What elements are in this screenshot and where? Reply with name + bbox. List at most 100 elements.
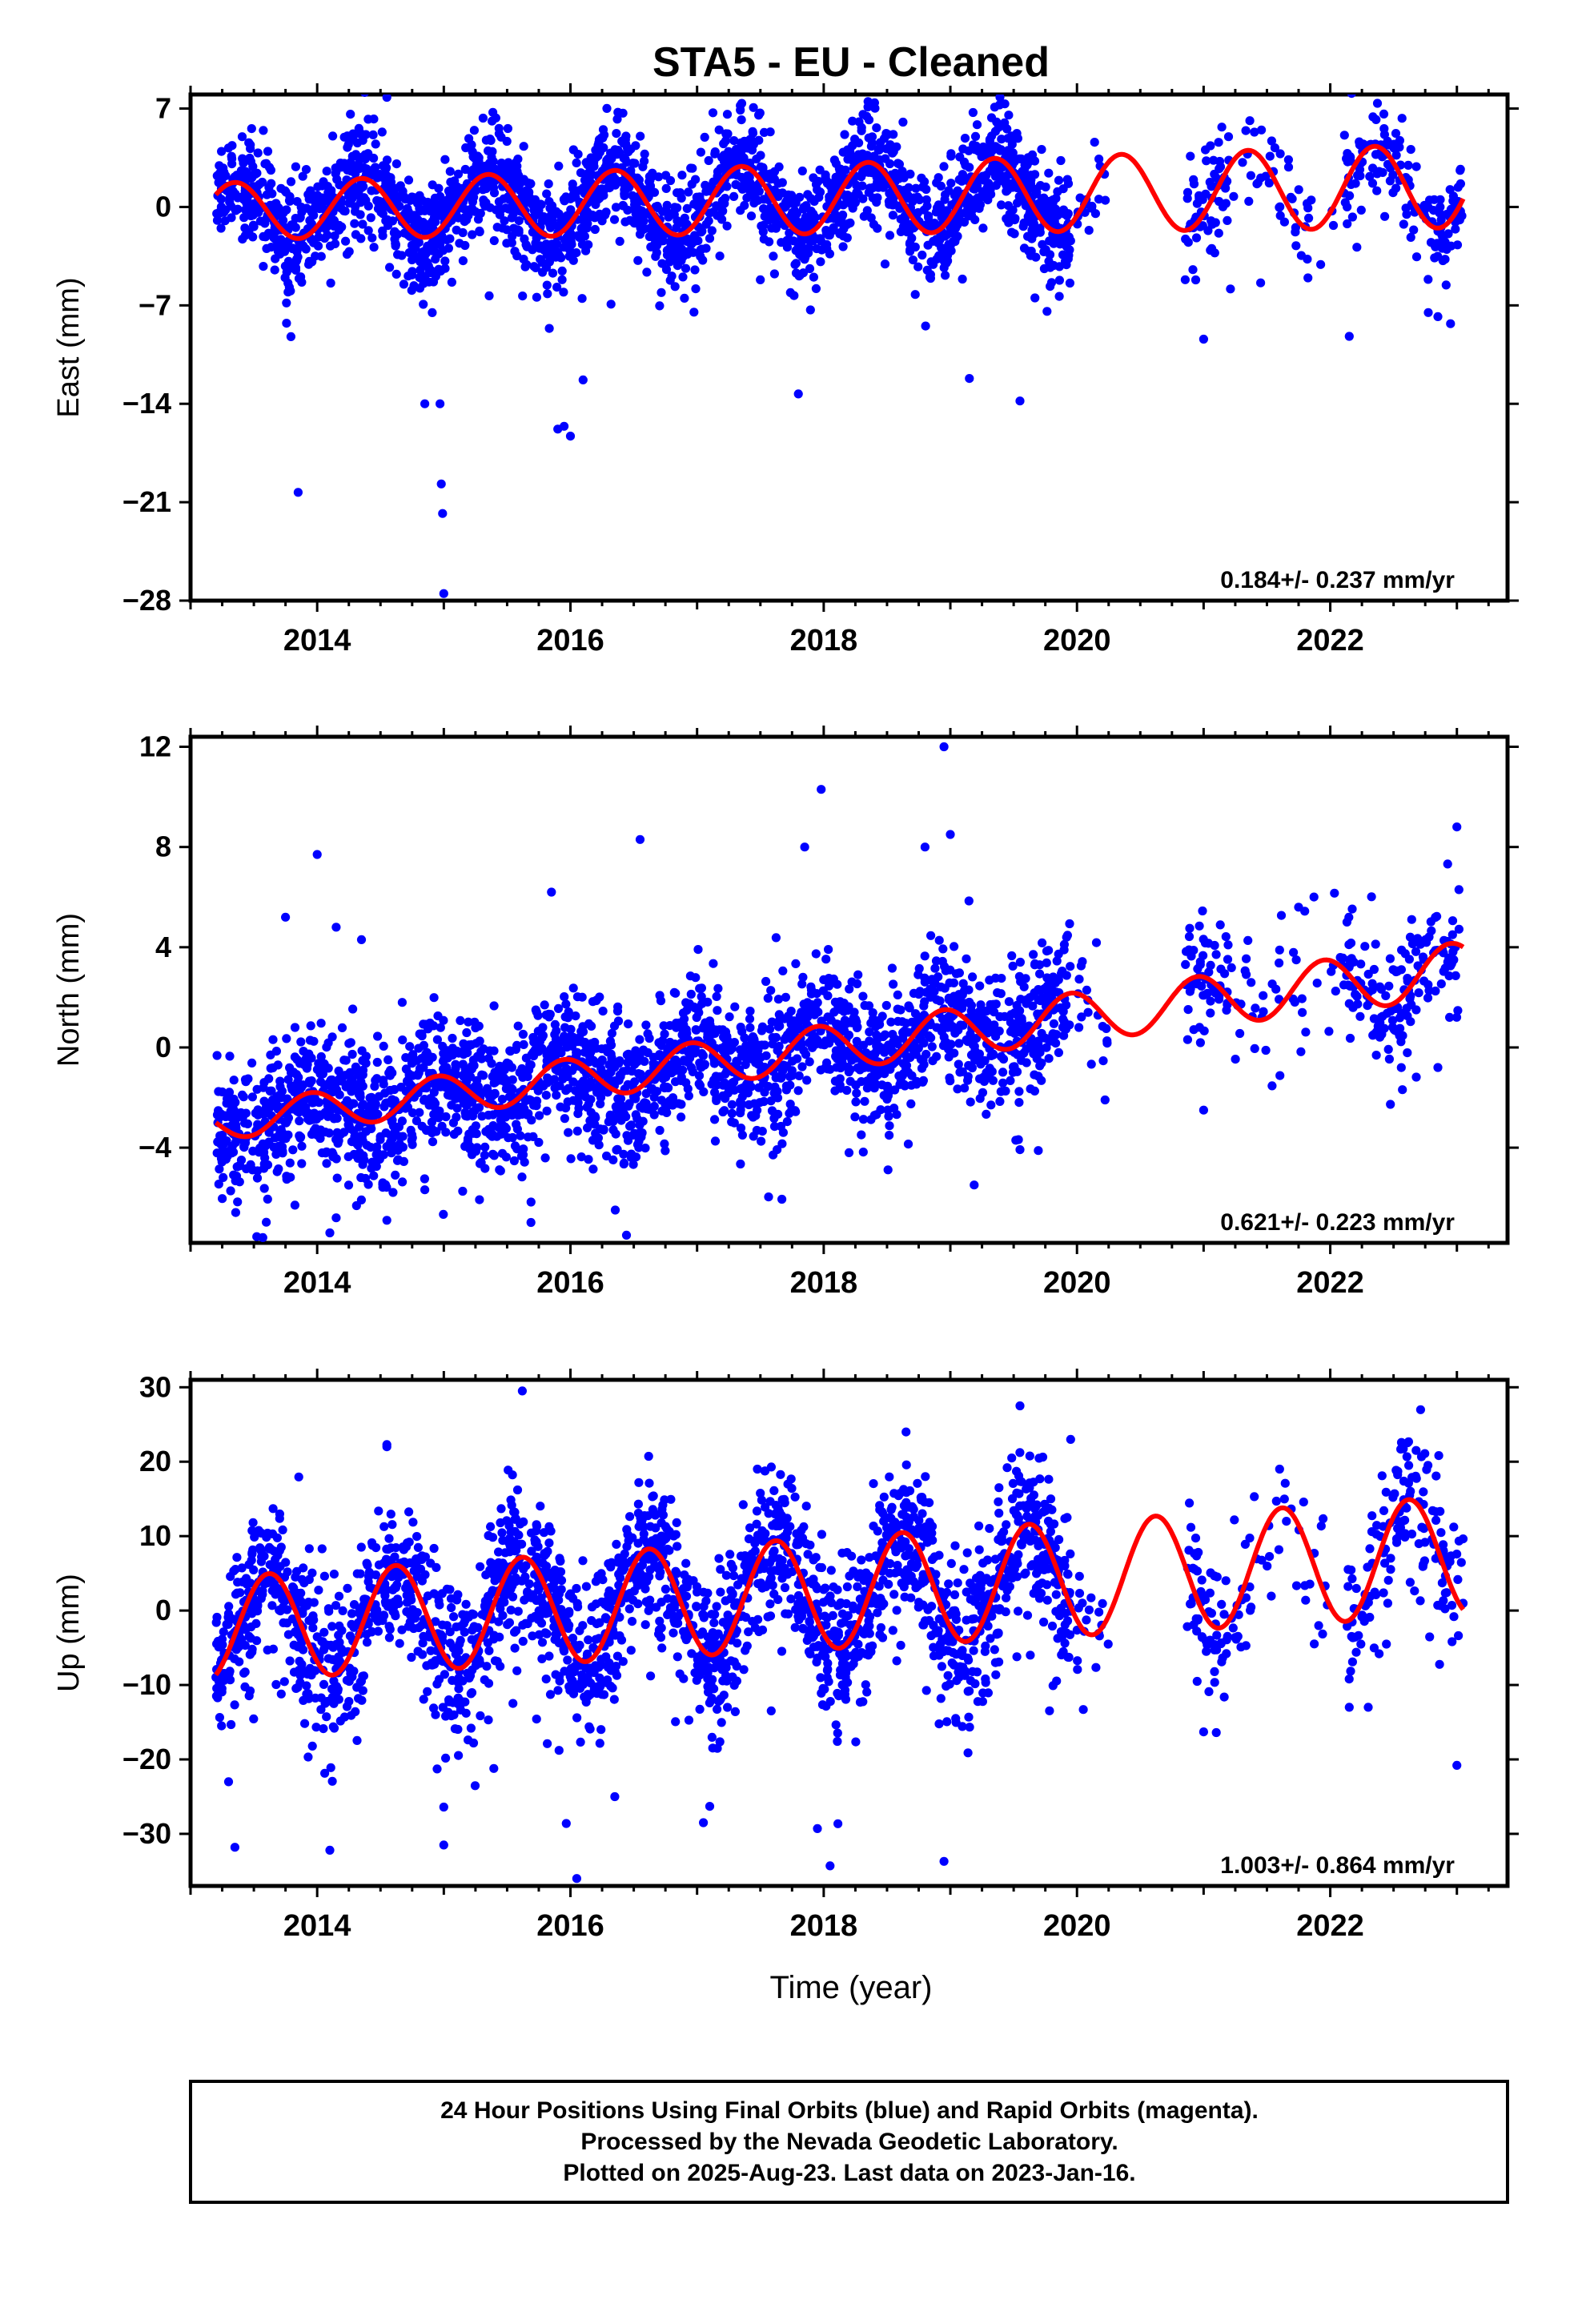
data-point [292,1055,302,1064]
data-point [679,1055,689,1065]
data-point [367,186,376,195]
data-point [334,1066,343,1076]
data-point [391,269,401,279]
data-point [1303,203,1313,213]
data-point [367,1157,377,1167]
data-point [636,131,645,141]
data-point [1440,255,1450,264]
data-point [768,1039,777,1049]
data-point [471,1121,481,1131]
data-point [1343,157,1352,167]
data-point [248,1146,258,1156]
data-point [589,1056,599,1066]
data-point [512,1040,522,1050]
data-point [920,997,930,1007]
data-point [525,179,535,189]
data-point [586,1047,596,1057]
data-point [246,211,256,221]
data-point [291,162,300,171]
data-point [602,103,612,113]
data-point [1379,109,1389,119]
data-point [526,1217,536,1228]
data-point [523,1132,533,1142]
data-point [652,1087,662,1096]
data-point [1275,211,1285,220]
data-point [1372,99,1383,108]
data-point [934,935,944,945]
data-point [483,1086,492,1096]
data-point [1062,932,1071,942]
data-point [778,966,788,975]
data-point [588,161,598,171]
outlier-point [420,399,430,408]
data-point [633,255,643,265]
data-point [848,203,857,213]
data-point [387,1148,396,1158]
data-point [926,984,935,994]
data-point [316,1019,326,1028]
data-point [1049,1019,1058,1028]
data-point [1026,251,1035,260]
data-point [326,278,335,288]
data-point [517,1172,527,1182]
data-point [1042,958,1051,967]
outlier-point [793,389,803,399]
data-point [412,253,422,263]
data-point [858,1148,868,1157]
data-point [238,1090,247,1100]
data-point [938,944,948,954]
data-point [631,141,640,151]
data-point [791,959,801,968]
data-point [1223,215,1232,225]
data-point [990,167,999,176]
data-point [696,245,705,255]
data-point [1229,191,1239,201]
data-point [869,1111,879,1120]
data-point [427,1117,437,1127]
data-point [991,1031,1001,1041]
data-point [631,1051,640,1060]
data-layer [212,742,1465,1242]
data-point [1054,275,1064,285]
data-point [462,1069,472,1079]
data-point [963,1076,973,1085]
data-point [344,1039,354,1048]
data-point [853,150,863,159]
data-point [741,1059,750,1069]
data-point [551,239,560,248]
data-point [715,251,725,261]
data-point [631,1152,641,1162]
data-point [769,269,780,279]
data-point [1388,188,1398,198]
data-point [697,227,707,236]
data-point [1244,196,1254,206]
data-point [862,1084,872,1093]
data-point [472,1143,482,1152]
data-point [935,235,945,245]
data-point [1245,116,1255,126]
data-point [903,1140,913,1149]
data-point [503,123,513,134]
data-point [462,1027,472,1038]
data-point [730,1002,740,1011]
data-point [1029,219,1038,228]
data-point [529,262,539,271]
data-point [710,1028,720,1038]
data-point [712,1093,721,1103]
data-point [321,1148,331,1158]
data-point [359,163,368,172]
data-point [690,1003,700,1013]
data-point [960,1084,970,1093]
data-point [631,1094,640,1104]
data-point [1034,201,1044,211]
data-point [722,221,732,231]
data-point [705,1016,715,1026]
data-point [556,253,566,263]
data-point [408,1133,417,1143]
data-point [358,1160,367,1169]
data-point [859,1063,869,1072]
data-point [594,1140,604,1150]
data-point [913,262,923,271]
data-point [428,180,437,190]
data-point [729,136,739,146]
